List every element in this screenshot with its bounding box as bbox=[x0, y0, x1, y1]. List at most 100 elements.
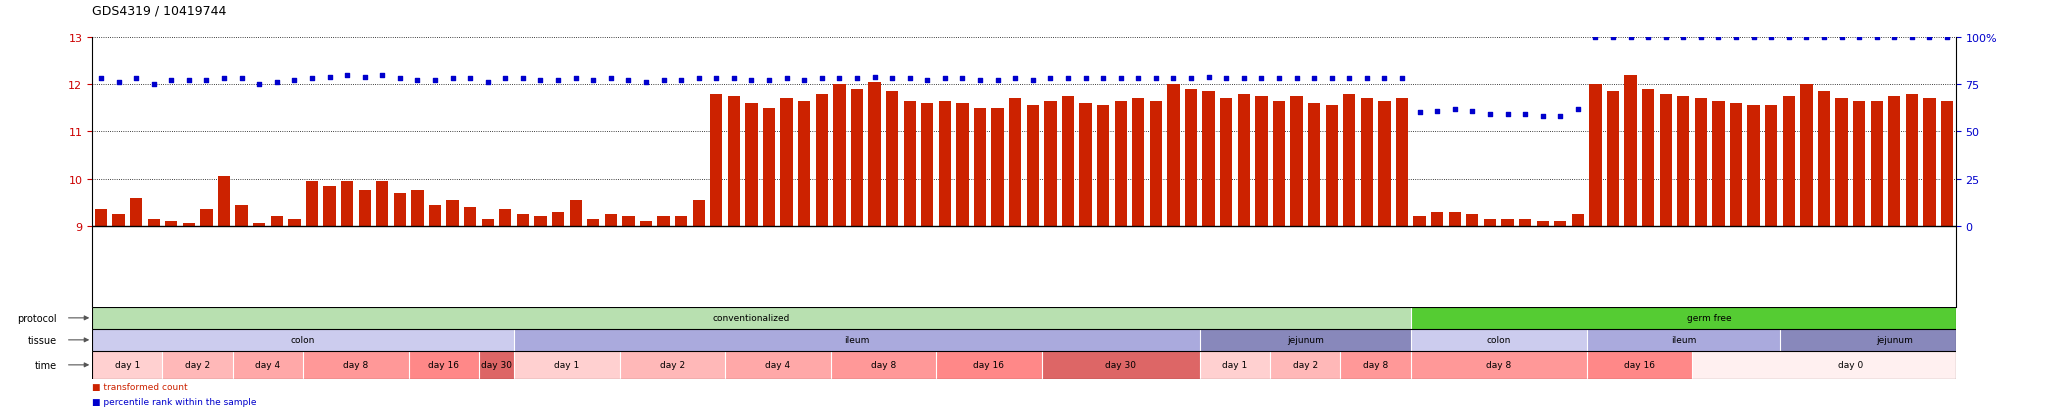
Bar bbox=[1411, 351, 1587, 379]
Bar bbox=[1554, 222, 1567, 226]
Bar bbox=[1186, 90, 1198, 226]
Bar bbox=[201, 210, 213, 226]
Bar bbox=[1079, 104, 1092, 226]
Text: GDS4319 / 10419744: GDS4319 / 10419744 bbox=[92, 4, 227, 17]
Bar bbox=[936, 351, 1042, 379]
Point bbox=[1544, 114, 1577, 120]
Point bbox=[1034, 76, 1067, 83]
Point bbox=[313, 74, 346, 81]
Text: day 30: day 30 bbox=[1106, 361, 1137, 370]
Bar bbox=[1483, 219, 1497, 226]
Bar bbox=[233, 351, 303, 379]
Bar bbox=[303, 351, 410, 379]
Bar bbox=[479, 351, 514, 379]
Bar bbox=[1782, 97, 1794, 226]
Text: ileum: ileum bbox=[844, 335, 870, 344]
Bar bbox=[621, 351, 725, 379]
Text: colon: colon bbox=[291, 335, 315, 344]
Bar bbox=[270, 217, 283, 226]
Point bbox=[172, 78, 205, 84]
Bar bbox=[1923, 99, 1935, 226]
Bar bbox=[1397, 99, 1409, 226]
Bar bbox=[412, 191, 424, 226]
Bar bbox=[1221, 99, 1233, 226]
Bar bbox=[1571, 214, 1583, 226]
Bar bbox=[113, 214, 125, 226]
Text: day 1: day 1 bbox=[555, 361, 580, 370]
Point bbox=[840, 76, 872, 83]
Bar bbox=[1589, 85, 1602, 226]
Text: day 30: day 30 bbox=[481, 361, 512, 370]
Bar bbox=[623, 217, 635, 226]
Point bbox=[1176, 76, 1208, 83]
Point bbox=[1686, 34, 1718, 41]
Text: protocol: protocol bbox=[16, 313, 57, 323]
Point bbox=[383, 76, 416, 83]
Bar bbox=[1149, 102, 1161, 226]
Bar bbox=[780, 99, 793, 226]
Bar bbox=[975, 109, 987, 226]
Point bbox=[578, 78, 610, 84]
Point bbox=[999, 76, 1032, 83]
Bar bbox=[428, 205, 440, 226]
Text: day 2: day 2 bbox=[184, 361, 211, 370]
Bar bbox=[92, 307, 1411, 329]
Bar bbox=[639, 222, 651, 226]
Point bbox=[1878, 34, 1911, 41]
Bar bbox=[1432, 212, 1444, 226]
Point bbox=[401, 78, 434, 84]
Bar bbox=[1044, 102, 1057, 226]
Bar bbox=[727, 97, 739, 226]
Text: day 8: day 8 bbox=[1364, 361, 1389, 370]
Bar bbox=[1098, 106, 1110, 226]
Bar bbox=[1413, 217, 1425, 226]
Point bbox=[981, 78, 1014, 84]
Point bbox=[1104, 76, 1137, 83]
Point bbox=[788, 78, 821, 84]
Bar bbox=[1290, 97, 1303, 226]
Bar bbox=[1202, 92, 1214, 226]
Bar bbox=[1520, 219, 1532, 226]
Text: jejunum: jejunum bbox=[1286, 335, 1323, 344]
Bar bbox=[377, 182, 389, 226]
Point bbox=[1245, 76, 1278, 83]
Bar bbox=[868, 83, 881, 226]
Point bbox=[911, 78, 944, 84]
Bar bbox=[657, 217, 670, 226]
Point bbox=[1755, 34, 1788, 41]
Bar bbox=[991, 109, 1004, 226]
Text: day 16: day 16 bbox=[973, 361, 1004, 370]
Bar bbox=[1341, 351, 1411, 379]
Bar bbox=[1870, 102, 1882, 226]
Point bbox=[524, 78, 557, 84]
Bar bbox=[1624, 76, 1636, 226]
Bar bbox=[799, 102, 811, 226]
Bar bbox=[1200, 351, 1270, 379]
Point bbox=[1157, 76, 1190, 83]
Point bbox=[928, 76, 961, 83]
Point bbox=[1438, 106, 1470, 113]
Bar bbox=[764, 109, 776, 226]
Bar bbox=[1587, 351, 1692, 379]
Point bbox=[1860, 34, 1892, 41]
Text: day 0: day 0 bbox=[1837, 361, 1864, 370]
Text: ileum: ileum bbox=[1671, 335, 1696, 344]
Bar bbox=[1907, 94, 1919, 226]
Bar bbox=[569, 200, 582, 226]
Text: day 1: day 1 bbox=[1223, 361, 1247, 370]
Point bbox=[1262, 76, 1294, 83]
Point bbox=[102, 80, 135, 86]
Point bbox=[190, 78, 223, 84]
Bar bbox=[340, 182, 352, 226]
Bar bbox=[1133, 99, 1145, 226]
Point bbox=[1896, 34, 1929, 41]
Point bbox=[1403, 110, 1436, 116]
Point bbox=[471, 80, 504, 86]
Bar bbox=[815, 94, 827, 226]
Point bbox=[137, 82, 170, 88]
Text: day 16: day 16 bbox=[428, 361, 459, 370]
Point bbox=[612, 78, 645, 84]
Point bbox=[770, 76, 803, 83]
Bar bbox=[1780, 329, 2009, 351]
Bar bbox=[465, 207, 477, 226]
